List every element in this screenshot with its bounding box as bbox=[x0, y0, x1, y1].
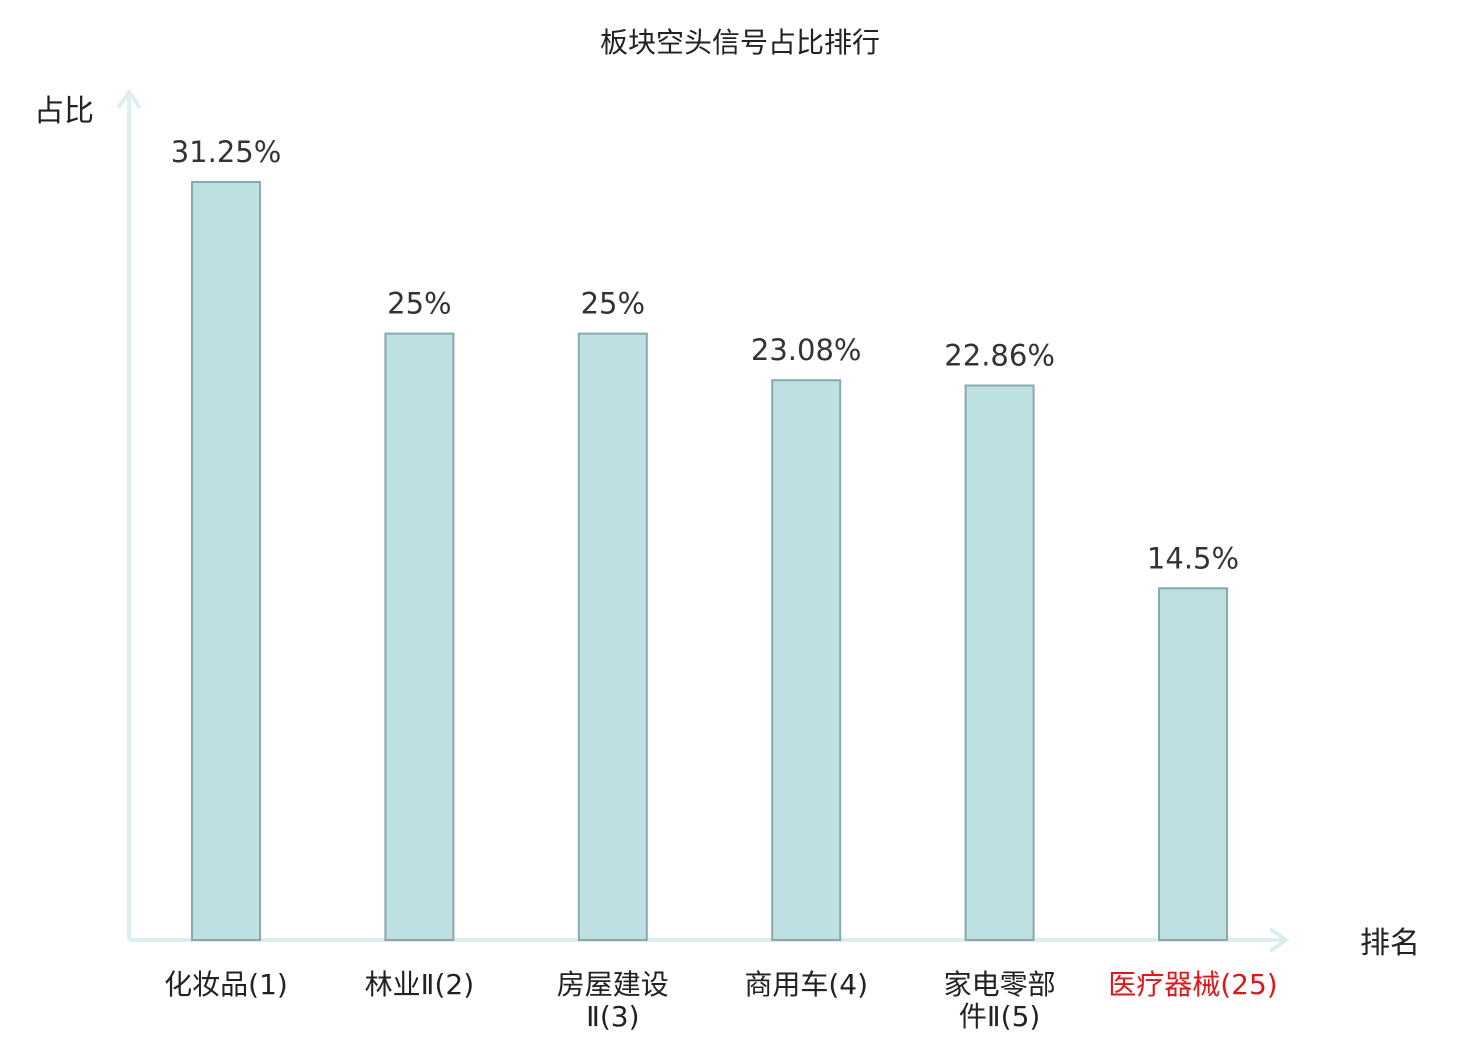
value-label-1: 31.25% bbox=[171, 135, 282, 169]
category-label-4: 商用车(4) bbox=[744, 968, 868, 1001]
bar-2 bbox=[384, 332, 455, 942]
value-label-5: 22.86% bbox=[944, 339, 1055, 373]
category-labels-layer: 化妆品(1) 林业Ⅱ(2) 房屋建设 Ⅱ(3) 商用车(4) 家电零部件Ⅱ(5) 医疗器械(… bbox=[164, 968, 1278, 1033]
value-label-4: 23.08% bbox=[751, 333, 862, 367]
value-labels-layer: 31.25% 25% 25% 23.08% 22.86% 14.5% bbox=[171, 135, 1239, 575]
y-axis bbox=[116, 88, 142, 940]
chart-title: 板块空头信号占比排行 bbox=[600, 26, 880, 59]
category-label-1: 化妆品(1) bbox=[164, 968, 288, 1001]
bar-5 bbox=[964, 384, 1035, 941]
y-axis-label: 占比 bbox=[34, 94, 94, 129]
category-label-3: 房屋建设 Ⅱ(3) bbox=[557, 968, 669, 1033]
bar-1 bbox=[191, 181, 261, 941]
x-axis bbox=[129, 927, 1290, 953]
bars-layer bbox=[191, 181, 1228, 942]
x-axis-label: 排名 bbox=[1360, 926, 1420, 961]
bar-3 bbox=[577, 332, 648, 942]
value-label-6: 14.5% bbox=[1147, 541, 1239, 575]
bar-4 bbox=[771, 379, 842, 941]
category-label-6: 医疗器械(25) bbox=[1108, 968, 1277, 1001]
category-label-5: 家电零部件Ⅱ(5) bbox=[944, 968, 1056, 1033]
category-label-2: 林业Ⅱ(2) bbox=[365, 968, 474, 1001]
value-label-3: 25% bbox=[581, 287, 645, 321]
bar-6 bbox=[1158, 587, 1228, 941]
value-label-2: 25% bbox=[387, 287, 451, 321]
